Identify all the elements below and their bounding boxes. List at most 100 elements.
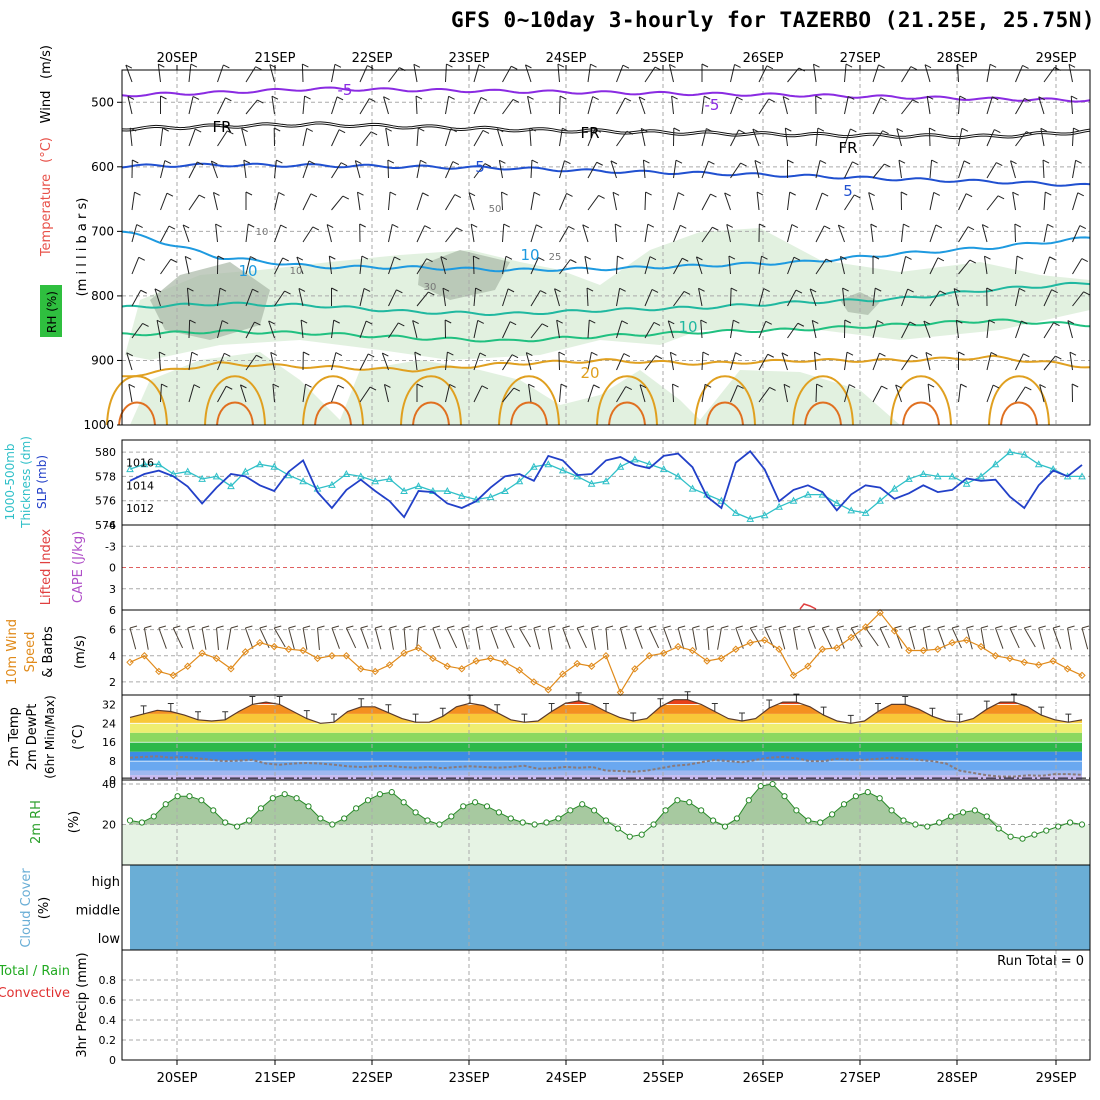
wind-barb-flag bbox=[958, 351, 965, 356]
wind-barb-flag bbox=[564, 160, 571, 165]
wind-barb-flag bbox=[424, 225, 431, 230]
wind-barb-flag bbox=[383, 96, 390, 101]
wind-barb bbox=[212, 192, 218, 211]
wind-barb-flag bbox=[854, 194, 861, 199]
wind-barb bbox=[1072, 225, 1081, 243]
wind-barb-flag bbox=[623, 353, 631, 358]
wind-barb-flag bbox=[452, 161, 460, 166]
wind10-speed-marker bbox=[256, 638, 264, 647]
wind-barb bbox=[217, 353, 225, 371]
wind-barb bbox=[530, 224, 537, 243]
wind-barb bbox=[1072, 127, 1074, 147]
wind-barb-flag bbox=[497, 128, 504, 133]
wind-barb bbox=[388, 256, 395, 275]
rh-marker bbox=[757, 782, 764, 790]
wind10-barb bbox=[172, 627, 184, 649]
dewpoint-line bbox=[129, 755, 1083, 778]
wind-barb bbox=[640, 128, 646, 147]
wind-barb bbox=[158, 352, 161, 371]
wind-barb-flag bbox=[305, 383, 312, 388]
wind-barb bbox=[872, 385, 882, 403]
wind10-barb bbox=[490, 627, 499, 649]
wind-barb bbox=[473, 163, 486, 179]
wind-barb bbox=[955, 320, 959, 339]
thickness-marker bbox=[530, 462, 538, 470]
wind-barb bbox=[1015, 353, 1024, 371]
wind-barb bbox=[639, 384, 646, 403]
wind-barb bbox=[811, 320, 817, 339]
wind10-speed-marker bbox=[818, 645, 827, 653]
wind-barb-flag bbox=[701, 63, 709, 68]
isotherm-15 bbox=[121, 281, 1091, 317]
wind-barb bbox=[383, 96, 389, 115]
wind-barb bbox=[1015, 131, 1027, 147]
thickness-tick-label: 576 bbox=[95, 495, 116, 508]
wind-barb bbox=[131, 257, 140, 275]
isotherm-25-loop-3 bbox=[400, 375, 462, 426]
wind10-barb bbox=[1052, 627, 1062, 649]
wind-barb bbox=[559, 193, 567, 211]
wind-barb bbox=[644, 256, 651, 275]
rh-marker bbox=[733, 815, 741, 822]
wind-barb bbox=[217, 386, 227, 403]
rh-marker bbox=[543, 819, 550, 826]
thickness-marker bbox=[760, 511, 769, 519]
wind10-speed-marker bbox=[443, 662, 452, 670]
temp-minmax-bar bbox=[929, 707, 936, 717]
wind-barb bbox=[415, 95, 418, 115]
temp-minmax-bar bbox=[711, 703, 718, 712]
rh-marker bbox=[686, 799, 693, 806]
wind-barb-flag bbox=[638, 96, 646, 101]
wind-barb-flag bbox=[967, 226, 975, 231]
wind10-barb-flag bbox=[504, 625, 513, 629]
rh-marker bbox=[555, 815, 562, 822]
wind-barb-flag bbox=[647, 223, 655, 228]
wind-barb-flag bbox=[182, 224, 190, 229]
wind-barb bbox=[839, 256, 845, 275]
contour-label: 10 bbox=[678, 318, 697, 336]
wind10-barb bbox=[605, 627, 609, 650]
rh-marker bbox=[781, 793, 788, 800]
wind-barb bbox=[1012, 192, 1016, 211]
wind-barb bbox=[1015, 98, 1025, 115]
wind-barb-flag bbox=[256, 354, 263, 359]
rh-marker bbox=[126, 817, 134, 824]
li-tick-label: 6 bbox=[109, 604, 116, 617]
wind-barb-flag bbox=[740, 162, 747, 167]
isotherm-25-loop-1 bbox=[204, 375, 266, 426]
wind10-ylabel-3: & Barbs bbox=[41, 626, 56, 678]
wind-barb-flag bbox=[683, 290, 691, 295]
wind-barb bbox=[896, 128, 902, 147]
wind-barb-flag bbox=[895, 384, 902, 389]
wind10-barb-flag bbox=[288, 625, 296, 629]
wind-barb bbox=[274, 160, 277, 179]
temp-minmax-bar bbox=[983, 700, 990, 710]
wind10-barb bbox=[922, 627, 928, 650]
wind-barb-flag bbox=[1079, 225, 1087, 230]
wind-barb-flag bbox=[128, 383, 136, 388]
wind-barb bbox=[470, 224, 475, 243]
wind10-barb-flag bbox=[822, 625, 830, 629]
wind-barb-flag bbox=[868, 192, 875, 196]
wind10-speed-marker bbox=[991, 652, 1000, 660]
wind10-barb-flag bbox=[735, 625, 743, 629]
wind-barb-flag bbox=[511, 65, 518, 70]
rh-marker bbox=[721, 823, 729, 830]
rh-marker bbox=[210, 807, 217, 814]
wind-barb-flag bbox=[361, 255, 369, 260]
wind-barb bbox=[274, 290, 285, 307]
wind-barb bbox=[695, 256, 703, 275]
wind-barb-flag bbox=[300, 319, 308, 324]
thickness-marker bbox=[789, 496, 798, 504]
thickness-marker bbox=[140, 460, 149, 468]
wind-barb-flag bbox=[925, 352, 933, 356]
isotherm-25-loop-5 bbox=[596, 375, 658, 426]
temp-minmax-bar bbox=[412, 713, 419, 723]
wind-barb-flag bbox=[910, 66, 917, 71]
wind-barb-flag bbox=[785, 127, 792, 132]
temp-minmax-bar bbox=[847, 714, 854, 724]
wind-barb bbox=[730, 162, 741, 179]
wind-barb bbox=[815, 192, 823, 211]
wind-barb bbox=[160, 258, 172, 275]
wind-barb-flag bbox=[710, 193, 717, 198]
